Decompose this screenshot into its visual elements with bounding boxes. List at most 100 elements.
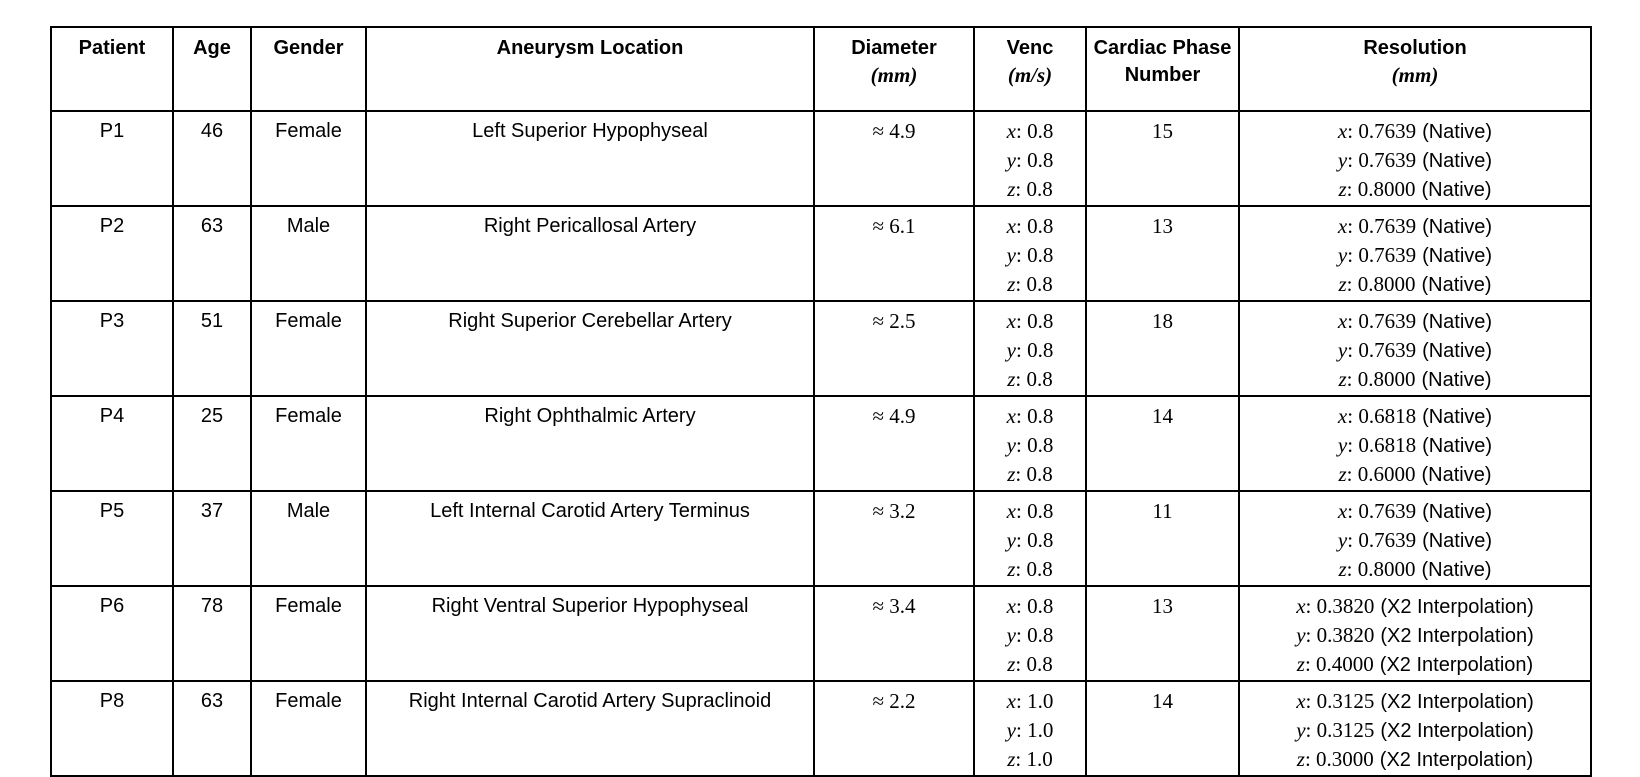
- column-label: Gender: [273, 37, 344, 59]
- resolution-mode: (Native): [1422, 340, 1493, 362]
- axis-value: : 0.6818: [1347, 433, 1417, 457]
- axis-value: : 0.8: [1015, 404, 1054, 428]
- venc-line-z: z: 0.8: [976, 556, 1084, 584]
- axis-label: z: [1007, 272, 1016, 296]
- resolution-line-y: y: 0.7639 (Native): [1241, 337, 1589, 366]
- venc-line-z: z: 1.0: [976, 746, 1084, 774]
- patient-parameters-table: Patient Age Gender Aneurysm Location Dia…: [50, 26, 1592, 777]
- resolution-mode: (Native): [1421, 464, 1492, 486]
- axis-label: x: [1296, 594, 1306, 618]
- patient-id: P6: [99, 595, 125, 617]
- resolution-line-y: y: 0.6818 (Native): [1241, 432, 1589, 461]
- diameter-value: ≈ 4.9: [872, 119, 916, 143]
- venc-line-y: y: 1.0: [976, 717, 1084, 746]
- axis-value: : 0.3125: [1305, 689, 1375, 713]
- diameter-cell: ≈ 3.4: [813, 585, 975, 682]
- age-value: 37: [200, 500, 224, 522]
- axis-label: y: [1006, 623, 1016, 647]
- resolution-mode: (X2 Interpolation): [1379, 654, 1534, 676]
- resolution-line-y: y: 0.7639 (Native): [1241, 527, 1589, 556]
- diameter-value: ≈ 3.4: [872, 594, 916, 618]
- column-label: Patient: [78, 37, 146, 59]
- axis-value: : 0.8: [1015, 528, 1054, 552]
- axis-value: : 0.8: [1015, 119, 1054, 143]
- axis-value: : 0.8000: [1346, 272, 1416, 296]
- cardiac-phase-value: 15: [1152, 119, 1173, 143]
- axis-label: y: [1337, 148, 1348, 172]
- table-row: P5 37 Male Left Internal Carotid Artery …: [50, 490, 1592, 587]
- resolution-line-z: z: 0.6000 (Native): [1241, 461, 1589, 489]
- axis-label: x: [1006, 309, 1016, 333]
- axis-label: x: [1337, 119, 1348, 143]
- age-value: 63: [200, 690, 224, 712]
- patient-id: P5: [99, 500, 125, 522]
- axis-label: x: [1337, 404, 1348, 428]
- resolution-mode: (Native): [1421, 179, 1492, 201]
- axis-label: z: [1007, 747, 1016, 771]
- venc-cell: x: 0.8 y: 0.8 z: 0.8: [973, 585, 1087, 682]
- cardiac-phase-cell: 13: [1085, 205, 1240, 302]
- axis-value: : 0.8: [1015, 623, 1054, 647]
- axis-value: : 0.7639: [1347, 243, 1417, 267]
- col-header-patient: Patient: [50, 26, 174, 112]
- venc-line-z: z: 0.8: [976, 651, 1084, 679]
- axis-label: y: [1006, 718, 1016, 742]
- resolution-mode: (Native): [1421, 369, 1492, 391]
- col-header-diameter: Diameter (mm): [813, 26, 975, 112]
- age-value: 78: [200, 595, 224, 617]
- axis-label: z: [1338, 367, 1347, 391]
- venc-line-x: x: 0.8: [976, 213, 1084, 242]
- patient-cell: P8: [50, 680, 174, 777]
- venc-cell: x: 0.8 y: 0.8 z: 0.8: [973, 490, 1087, 587]
- venc-line-x: x: 0.8: [976, 498, 1084, 527]
- resolution-mode: (Native): [1422, 435, 1493, 457]
- age-cell: 51: [172, 300, 252, 397]
- axis-label: x: [1296, 689, 1306, 713]
- axis-value: : 0.8: [1015, 557, 1053, 581]
- venc-line-x: x: 1.0: [976, 688, 1084, 717]
- header-row: Patient Age Gender Aneurysm Location Dia…: [50, 26, 1592, 112]
- axis-label: x: [1006, 404, 1016, 428]
- resolution-line-y: y: 0.7639 (Native): [1241, 242, 1589, 271]
- axis-value: : 0.7639: [1347, 338, 1417, 362]
- resolution-mode: (Native): [1422, 406, 1493, 428]
- patient-cell: P6: [50, 585, 174, 682]
- resolution-mode: (Native): [1421, 274, 1492, 296]
- cardiac-phase-cell: 18: [1085, 300, 1240, 397]
- axis-label: y: [1296, 718, 1306, 742]
- location-value: Right Internal Carotid Artery Supraclino…: [408, 690, 772, 712]
- axis-label: x: [1337, 499, 1348, 523]
- axis-value: : 0.7639: [1347, 309, 1417, 333]
- col-header-resolution: Resolution (mm): [1238, 26, 1592, 112]
- diameter-cell: ≈ 2.5: [813, 300, 975, 397]
- axis-value: : 1.0: [1015, 747, 1053, 771]
- axis-value: : 0.8000: [1346, 557, 1416, 581]
- axis-label: x: [1006, 689, 1016, 713]
- age-cell: 63: [172, 205, 252, 302]
- col-header-venc: Venc (m/s): [973, 26, 1087, 112]
- axis-value: : 0.3125: [1305, 718, 1375, 742]
- axis-label: z: [1338, 462, 1347, 486]
- axis-value: : 0.4000: [1304, 652, 1374, 676]
- resolution-line-y: y: 0.3820 (X2 Interpolation): [1241, 622, 1589, 651]
- resolution-line-x: x: 0.6818 (Native): [1241, 403, 1589, 432]
- column-label: Aneurysm Location: [496, 37, 684, 59]
- venc-line-x: x: 0.8: [976, 118, 1084, 147]
- axis-label: z: [1296, 747, 1305, 771]
- resolution-line-x: x: 0.3820 (X2 Interpolation): [1241, 593, 1589, 622]
- axis-value: : 0.8: [1015, 272, 1053, 296]
- diameter-cell: ≈ 2.2: [813, 680, 975, 777]
- axis-value: : 0.8: [1015, 652, 1053, 676]
- axis-label: z: [1296, 652, 1305, 676]
- venc-line-x: x: 0.8: [976, 308, 1084, 337]
- axis-value: : 0.8: [1015, 367, 1053, 391]
- resolution-line-x: x: 0.7639 (Native): [1241, 118, 1589, 147]
- resolution-mode: (Native): [1422, 530, 1493, 552]
- resolution-cell: x: 0.3820 (X2 Interpolation) y: 0.3820 (X2…: [1238, 585, 1592, 682]
- patient-id: P1: [99, 120, 125, 142]
- column-label: Resolution: [1363, 37, 1467, 59]
- location-cell: Right Pericallosal Artery: [365, 205, 815, 302]
- location-value: Right Ophthalmic Artery: [484, 405, 696, 427]
- axis-value: : 0.8: [1015, 309, 1054, 333]
- axis-value: : 0.8000: [1346, 367, 1416, 391]
